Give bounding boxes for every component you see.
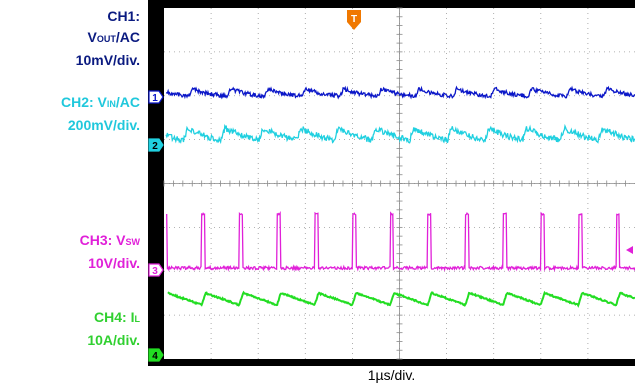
ch3-signal: CH3: VSW [79,232,140,248]
channel-marker-text: 4 [152,351,158,362]
ch3-label: CH3: VSW 10V/div. [80,232,140,271]
channel-marker-ch4: 4 [148,348,164,362]
scope-traces [165,85,635,308]
trigger-marker-shape [347,10,361,30]
ch1-trace [165,85,635,100]
channel-marker-text: 2 [152,141,158,152]
ch3-trace [166,210,635,273]
ch1-scale: 10mV/div. [75,52,140,68]
channel-marker-text: 3 [152,266,158,277]
ch4-signal: CH4: IL [94,309,140,325]
ch4-label: CH4: IL 10A/div. [87,309,140,348]
ch1-title: CH1: [107,8,140,24]
ch4-trace [167,290,635,308]
channel-marker-shape [148,90,164,104]
oscilloscope-screen: 1 2 3 4 T [148,0,635,366]
channel-marker-ch1: 1 [148,90,164,104]
channel-marker-shape [148,138,164,152]
ch3-scale: 10V/div. [88,255,140,271]
scope-markers: 1 2 3 4 T [148,10,633,362]
ch1-signal: VOUT/AC [87,29,140,45]
x-axis-label: 1µs/div. [367,367,416,383]
ch2-label: CH2: VIN/AC 200mV/div. [61,94,140,133]
channel-marker-text: 1 [152,93,158,104]
ch1-label: CH1: VOUT/AC 10mV/div. [76,8,140,68]
ch2-trace [165,123,635,145]
trigger-level-icon [626,246,633,254]
ch2-signal: CH2: VIN/AC [60,94,140,110]
trigger-marker-text: T [351,14,357,25]
ch4-scale: 10A/div. [87,332,140,348]
channel-marker-ch2: 2 [148,138,164,152]
channel-marker-shape [148,263,164,277]
channel-marker-shape [148,348,164,362]
channel-marker-ch3: 3 [148,263,164,277]
ch2-scale: 200mV/div. [67,117,140,133]
trigger-marker: T [347,10,361,30]
